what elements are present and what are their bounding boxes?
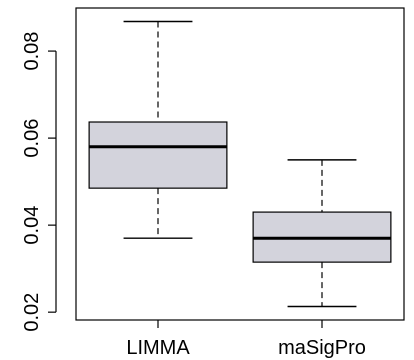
- boxes: [88, 20, 392, 308]
- x-tick-label: LIMMA: [126, 337, 190, 359]
- iqr-box: [88, 121, 228, 189]
- box-limma: [88, 20, 228, 239]
- box-masigpro: [252, 159, 392, 308]
- y-tick-label: 0.04: [21, 206, 43, 245]
- x-tick-label: maSigPro: [278, 337, 366, 359]
- x-axis: LIMMA maSigPro: [126, 320, 366, 359]
- y-tick-label: 0.08: [21, 32, 43, 71]
- y-tick-label: 0.02: [21, 293, 43, 332]
- y-tick-label: 0.06: [21, 119, 43, 158]
- plot-frame: [75, 7, 405, 321]
- y-axis: 0.02 0.04 0.06 0.08: [21, 32, 57, 332]
